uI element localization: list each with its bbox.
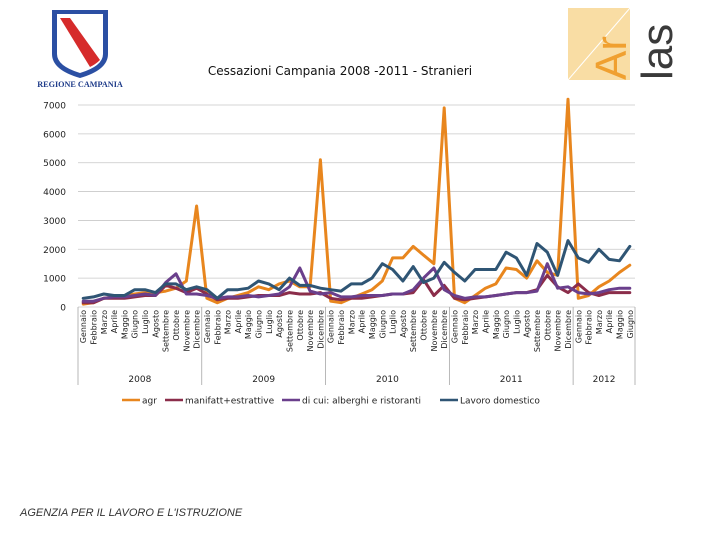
chart-title: Cessazioni Campania 2008 -2011 - Stranie… (208, 64, 472, 78)
chart-year-labels: 2008 2009 2010 2011 2012 (77, 307, 636, 385)
x-tick-label: Aprile (481, 310, 490, 333)
regione-campania-logo-text: REGIONE CAMPANIA (37, 80, 123, 89)
arlas-logo-text-ar: Ar (587, 36, 636, 80)
x-tick-label: Giugno (378, 310, 387, 339)
x-tick-label: Febbraio (585, 310, 594, 345)
footer-agency-name: AGENZIA PER IL LAVORO E L'ISTRUZIONE (20, 507, 243, 519)
x-tick-label: Marzo (347, 310, 356, 334)
x-tick-label: Gennaio (450, 310, 459, 343)
x-tick-label: Giugno (255, 310, 264, 339)
x-tick-label: Ottobre (543, 310, 552, 341)
regione-campania-logo: REGIONE CAMPANIA (37, 10, 123, 89)
y-tick-label: 0 (60, 304, 66, 314)
x-tick-label: Giugno (502, 310, 511, 339)
legend-label-3: di cui: alberghi e ristoranti (302, 397, 421, 407)
x-tick-label: Luglio (389, 310, 398, 334)
y-tick-label: 4000 (43, 188, 66, 198)
x-tick-label: Agosto (151, 310, 160, 338)
y-tick-label: 6000 (43, 130, 66, 140)
x-tick-label: Ottobre (420, 310, 429, 341)
x-tick-label: Maggio (244, 310, 253, 339)
series-line-4 (81, 239, 632, 300)
x-tick-label: Febbraio (337, 310, 346, 345)
x-tick-label: Aprile (358, 310, 367, 333)
x-tick-label: Gennaio (203, 310, 212, 343)
x-tick-label: Novembre (554, 310, 563, 352)
x-tick-label: Dicembre (316, 310, 325, 349)
legend-label-2: manifatt+estrattive (185, 397, 275, 407)
x-tick-label: Febbraio (213, 310, 222, 345)
y-tick-label: 2000 (43, 246, 66, 256)
x-tick-label: Gennaio (79, 310, 88, 343)
series-line-1 (81, 97, 632, 306)
x-tick-label: Settembre (533, 310, 542, 352)
x-tick-label: Dicembre (564, 310, 573, 349)
x-tick-label: Marzo (100, 310, 109, 334)
x-tick-label: Maggio (368, 310, 377, 339)
y-tick-label: 5000 (43, 159, 66, 169)
x-tick-label: Giugno (131, 310, 140, 339)
x-tick-label: Dicembre (193, 310, 202, 349)
x-tick-label: Febbraio (461, 310, 470, 345)
series-line-3 (81, 262, 632, 303)
x-tick-label: Gennaio (574, 310, 583, 343)
y-tick-label: 1000 (43, 275, 66, 285)
chart-series (81, 97, 632, 306)
arlas-logo-line (568, 7, 631, 81)
year-label: 2012 (593, 375, 616, 385)
x-tick-label: Aprile (234, 310, 243, 333)
x-tick-label: Ottobre (296, 310, 305, 341)
x-tick-label: Agosto (399, 310, 408, 338)
x-tick-label: Febbraio (89, 310, 98, 345)
chart-y-axis: 0 1000 2000 3000 4000 5000 6000 7000 (43, 102, 66, 314)
x-tick-label: Novembre (430, 310, 439, 352)
arlas-logo-text-las: las (633, 24, 680, 80)
x-tick-label: Marzo (595, 310, 604, 334)
x-tick-label: Luglio (141, 310, 150, 334)
x-tick-label: Settembre (162, 310, 171, 352)
x-tick-label: Settembre (285, 310, 294, 352)
series-line-2 (81, 273, 632, 305)
chart-x-axis: Gennaio Febbraio Marzo Aprile Maggio Giugno Lu… (79, 310, 635, 352)
legend-label-4: Lavoro domestico (460, 397, 540, 407)
x-tick-label: Maggio (120, 310, 129, 339)
x-tick-label: Marzo (471, 310, 480, 334)
x-tick-label: Novembre (306, 310, 315, 352)
y-tick-label: 7000 (43, 102, 66, 112)
x-tick-label: Novembre (182, 310, 191, 352)
regione-campania-band (60, 18, 100, 67)
x-tick-label: Maggio (492, 310, 501, 339)
chart-legend: agr manifatt+estrattive di cui: alberghi e… (122, 397, 540, 407)
x-tick-label: Aprile (605, 310, 614, 333)
arlas-logo: Ar las (568, 7, 680, 81)
x-tick-label: Aprile (110, 310, 119, 333)
x-tick-label: Settembre (409, 310, 418, 352)
x-tick-label: Giugno (626, 310, 635, 339)
x-tick-label: Gennaio (327, 310, 336, 343)
legend-label-1: agr (142, 397, 157, 407)
x-tick-label: Ottobre (172, 310, 181, 341)
x-tick-label: Marzo (224, 310, 233, 334)
x-tick-label: Agosto (523, 310, 532, 338)
year-label: 2009 (252, 375, 275, 385)
y-tick-label: 3000 (43, 217, 66, 227)
x-tick-label: Dicembre (440, 310, 449, 349)
x-tick-label: Agosto (275, 310, 284, 338)
year-label: 2011 (500, 375, 523, 385)
year-label: 2008 (128, 375, 151, 385)
year-label: 2010 (376, 375, 399, 385)
x-tick-label: Luglio (265, 310, 274, 334)
x-tick-label: Maggio (616, 310, 625, 339)
x-tick-label: Luglio (512, 310, 521, 334)
